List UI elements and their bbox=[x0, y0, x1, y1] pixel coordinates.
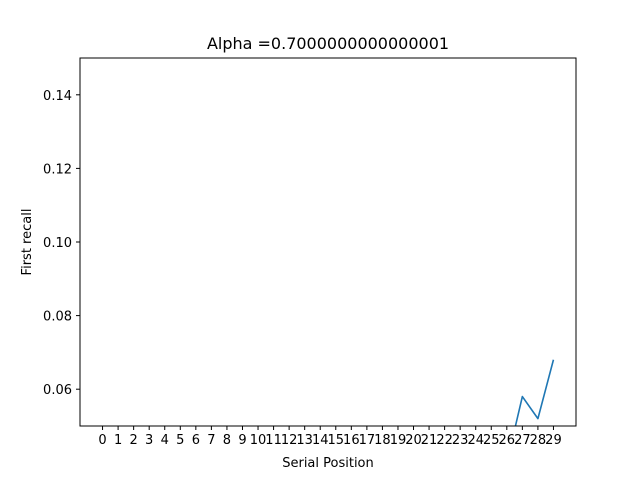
x-tick-label: 21 bbox=[421, 433, 438, 448]
x-tick-label: 10 bbox=[250, 433, 267, 448]
x-tick-label: 17 bbox=[359, 433, 376, 448]
x-tick-label: 2 bbox=[130, 433, 138, 448]
y-axis-title: First recall bbox=[20, 209, 35, 276]
x-tick-label: 8 bbox=[223, 433, 231, 448]
x-tick-label: 18 bbox=[374, 433, 391, 448]
x-axis-title: Serial Position bbox=[282, 456, 374, 471]
x-tick-label: 1 bbox=[114, 433, 122, 448]
x-tick-label: 3 bbox=[145, 433, 153, 448]
x-tick-label: 13 bbox=[296, 433, 313, 448]
x-tick-label: 29 bbox=[545, 433, 562, 448]
y-tick-label: 0.08 bbox=[43, 310, 72, 325]
x-tick-label: 15 bbox=[328, 433, 345, 448]
x-tick-label: 12 bbox=[281, 433, 298, 448]
x-tick-label: 14 bbox=[312, 433, 329, 448]
x-tick-label: 4 bbox=[161, 433, 169, 448]
plot-frame bbox=[79, 57, 577, 427]
x-tick-label: 23 bbox=[452, 433, 469, 448]
x-tick-label: 16 bbox=[343, 433, 360, 448]
y-tick-label: 0.14 bbox=[43, 89, 72, 104]
x-tick-label: 26 bbox=[499, 433, 516, 448]
x-axis: 0 1 2 3 4 5 6 7 8 9 10 11 12 13 14 15 16 17 18 19 20 21 22 23 24… bbox=[98, 426, 562, 448]
y-tick-label: 0.12 bbox=[43, 162, 72, 177]
x-tick-label: 22 bbox=[436, 433, 453, 448]
series-line bbox=[514, 359, 555, 426]
x-tick-label: 24 bbox=[467, 433, 484, 448]
x-tick-label: 25 bbox=[483, 433, 500, 448]
x-tick-label: 5 bbox=[176, 433, 184, 448]
x-tick-label: 9 bbox=[238, 433, 246, 448]
chart-title: Alpha =0.7000000000000001 bbox=[207, 34, 449, 53]
y-tick-label: 0.06 bbox=[43, 383, 72, 398]
x-tick-label: 27 bbox=[514, 433, 531, 448]
x-tick-label: 7 bbox=[207, 433, 215, 448]
y-tick-label: 0.10 bbox=[43, 236, 72, 251]
x-tick-label: 28 bbox=[530, 433, 547, 448]
y-axis: 0.06 0.08 0.10 0.12 0.14 bbox=[43, 89, 80, 398]
x-tick-label: 0 bbox=[98, 433, 106, 448]
x-tick-label: 11 bbox=[265, 433, 282, 448]
series-layer bbox=[514, 359, 555, 426]
x-tick-label: 20 bbox=[405, 433, 422, 448]
x-tick-label: 6 bbox=[192, 433, 200, 448]
x-tick-label: 19 bbox=[390, 433, 407, 448]
